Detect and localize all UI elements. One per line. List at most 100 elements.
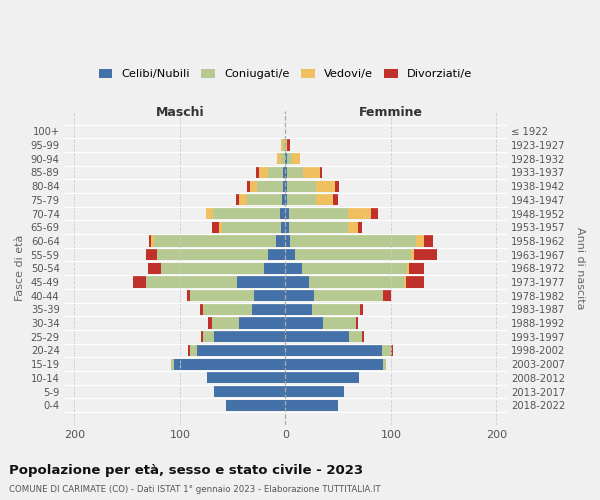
Bar	[256, 167, 259, 178]
Bar	[414, 249, 437, 260]
Bar	[358, 222, 362, 233]
Bar	[276, 236, 286, 246]
Bar	[212, 318, 239, 328]
Bar	[314, 290, 383, 302]
Bar	[286, 222, 289, 233]
Legend: Celibi/Nubili, Coniugati/e, Vedovi/e, Divorziati/e: Celibi/Nubili, Coniugati/e, Vedovi/e, Di…	[98, 68, 472, 79]
Bar	[349, 331, 362, 342]
Bar	[286, 208, 289, 219]
Y-axis label: Anni di nascita: Anni di nascita	[575, 227, 585, 310]
Bar	[173, 358, 286, 370]
Bar	[154, 236, 276, 246]
Bar	[280, 208, 286, 219]
Bar	[286, 372, 359, 384]
Bar	[286, 386, 344, 397]
Bar	[424, 236, 433, 246]
Bar	[411, 249, 414, 260]
Bar	[214, 331, 286, 342]
Bar	[208, 372, 286, 384]
Bar	[290, 236, 416, 246]
Bar	[203, 304, 251, 315]
Bar	[277, 153, 281, 164]
Bar	[151, 236, 154, 246]
Bar	[320, 167, 322, 178]
Bar	[250, 180, 257, 192]
Bar	[254, 290, 286, 302]
Bar	[287, 167, 304, 178]
Bar	[222, 222, 281, 233]
Bar	[206, 208, 212, 219]
Bar	[219, 222, 222, 233]
Bar	[149, 236, 151, 246]
Bar	[214, 386, 286, 397]
Y-axis label: Fasce di età: Fasce di età	[15, 235, 25, 302]
Bar	[292, 153, 300, 164]
Bar	[286, 318, 323, 328]
Bar	[286, 153, 287, 164]
Bar	[383, 358, 386, 370]
Bar	[286, 290, 314, 302]
Bar	[251, 304, 286, 315]
Bar	[371, 208, 378, 219]
Bar	[347, 208, 371, 219]
Bar	[295, 249, 411, 260]
Bar	[203, 331, 214, 342]
Bar	[283, 167, 286, 178]
Bar	[281, 153, 286, 164]
Bar	[172, 358, 173, 370]
Bar	[289, 208, 347, 219]
Bar	[239, 194, 247, 205]
Bar	[286, 180, 287, 192]
Bar	[286, 304, 312, 315]
Text: Popolazione per età, sesso e stato civile - 2023: Popolazione per età, sesso e stato civil…	[9, 464, 363, 477]
Bar	[333, 194, 338, 205]
Bar	[282, 194, 286, 205]
Bar	[391, 345, 393, 356]
Bar	[190, 290, 254, 302]
Bar	[200, 304, 203, 315]
Bar	[287, 153, 292, 164]
Bar	[416, 236, 424, 246]
Text: COMUNE DI CARIMATE (CO) - Dati ISTAT 1° gennaio 2023 - Elaborazione TUTTITALIA.I: COMUNE DI CARIMATE (CO) - Dati ISTAT 1° …	[9, 485, 380, 494]
Bar	[356, 318, 358, 328]
Bar	[287, 180, 316, 192]
Bar	[226, 400, 286, 411]
Text: Maschi: Maschi	[155, 106, 204, 119]
Bar	[259, 167, 268, 178]
Bar	[286, 167, 287, 178]
Bar	[286, 400, 338, 411]
Bar	[281, 222, 286, 233]
Bar	[268, 167, 283, 178]
Bar	[347, 222, 358, 233]
Bar	[283, 140, 286, 150]
Bar	[404, 276, 406, 287]
Bar	[161, 262, 264, 274]
Bar	[409, 262, 424, 274]
Bar	[360, 304, 364, 315]
Bar	[286, 194, 287, 205]
Bar	[188, 345, 190, 356]
Bar	[304, 167, 320, 178]
Bar	[382, 345, 391, 356]
Bar	[212, 208, 280, 219]
Bar	[157, 249, 268, 260]
Bar	[257, 180, 283, 192]
Bar	[237, 276, 286, 287]
Bar	[286, 262, 302, 274]
Bar	[316, 194, 333, 205]
Bar	[201, 331, 203, 342]
Bar	[383, 290, 391, 302]
Bar	[308, 276, 404, 287]
Bar	[283, 180, 286, 192]
Bar	[289, 222, 347, 233]
Bar	[287, 194, 316, 205]
Bar	[286, 276, 308, 287]
Bar	[286, 249, 295, 260]
Bar	[197, 345, 286, 356]
Bar	[406, 276, 424, 287]
Bar	[187, 290, 190, 302]
Bar	[281, 140, 283, 150]
Bar	[286, 236, 290, 246]
Bar	[264, 262, 286, 274]
Bar	[407, 262, 409, 274]
